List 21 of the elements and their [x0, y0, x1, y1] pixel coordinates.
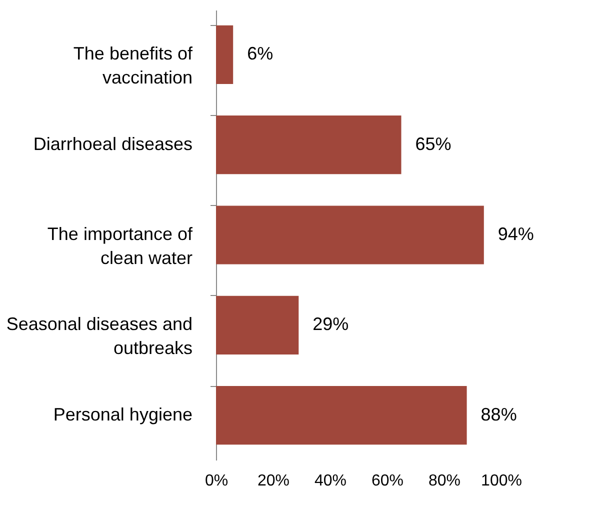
bar [216, 25, 234, 84]
data-label: 94% [498, 224, 534, 244]
y-tick-label: Seasonal diseases and outbreaks [6, 314, 192, 358]
x-tick-label: 60% [371, 472, 404, 490]
bar [216, 116, 402, 174]
x-tick-label: 100% [481, 472, 522, 490]
bar [216, 296, 299, 354]
x-tick-label: 80% [428, 472, 461, 490]
bar [216, 206, 484, 264]
data-label: 29% [312, 314, 349, 334]
y-tick-label: Personal hygiene [53, 404, 192, 424]
y-tick-label: The importance of clean water [47, 224, 194, 268]
y-tick-label: The benefits of vaccination [73, 44, 194, 88]
bar [216, 386, 467, 445]
x-tick-label: 20% [257, 472, 290, 490]
x-tick-label: 40% [314, 472, 347, 490]
data-label: 6% [247, 44, 274, 64]
x-tick-label: 0% [204, 472, 228, 490]
data-label: 88% [480, 404, 517, 424]
y-tick-label: Diarrhoeal diseases [33, 134, 192, 154]
data-label: 65% [415, 134, 452, 154]
